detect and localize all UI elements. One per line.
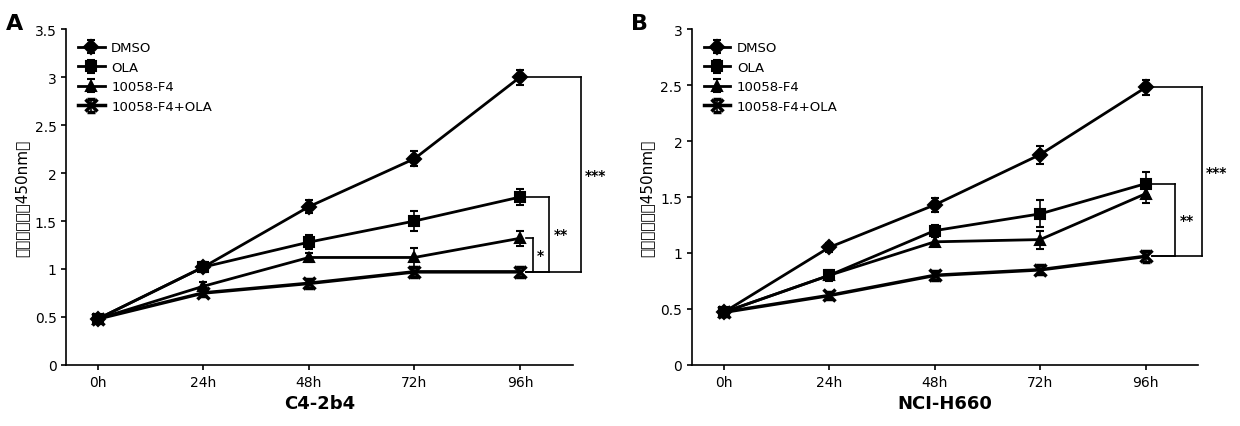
Y-axis label: 相对吸光度（450nm）: 相对吸光度（450nm）: [640, 139, 655, 256]
Y-axis label: 相对吸光度（450nm）: 相对吸光度（450nm）: [14, 139, 29, 256]
Legend: DMSO, OLA, 10058-F4, 10058-F4+OLA: DMSO, OLA, 10058-F4, 10058-F4+OLA: [698, 37, 843, 119]
X-axis label: C4-2b4: C4-2b4: [284, 394, 355, 412]
Text: **: **: [1179, 213, 1194, 227]
Text: **: **: [553, 228, 568, 242]
Text: *: *: [537, 248, 544, 262]
Text: ***: ***: [585, 168, 606, 182]
Legend: DMSO, OLA, 10058-F4, 10058-F4+OLA: DMSO, OLA, 10058-F4, 10058-F4+OLA: [73, 37, 217, 119]
X-axis label: NCI-H660: NCI-H660: [898, 394, 993, 412]
Text: ***: ***: [1205, 166, 1228, 179]
Text: B: B: [631, 14, 649, 34]
Text: A: A: [5, 14, 22, 34]
